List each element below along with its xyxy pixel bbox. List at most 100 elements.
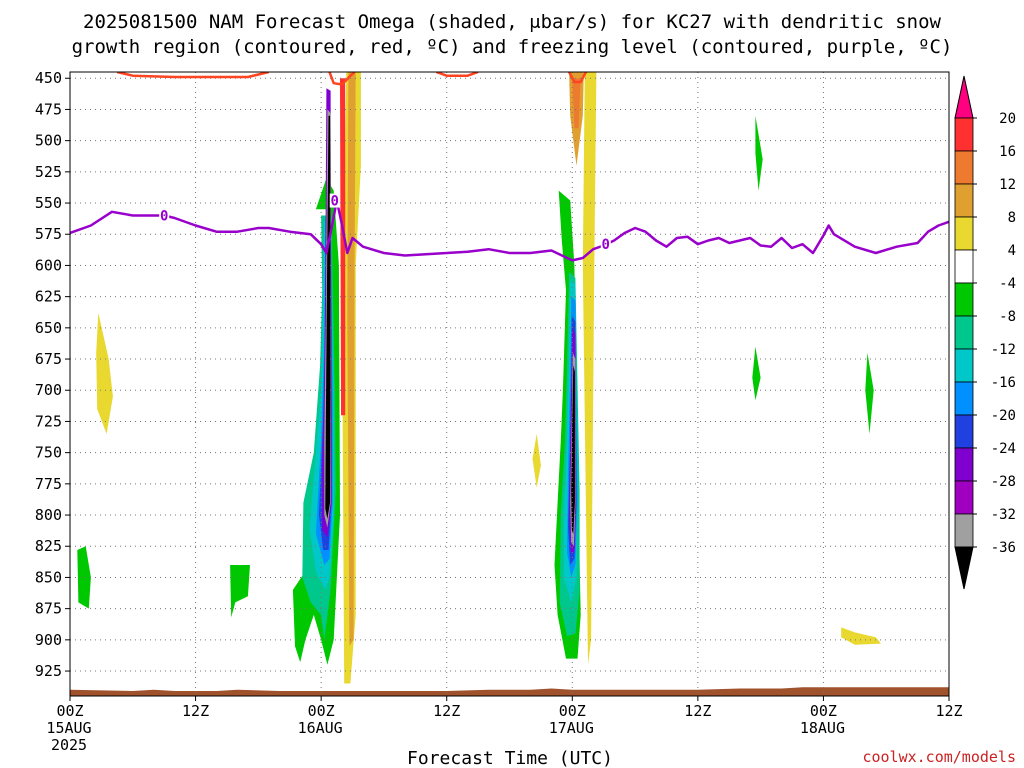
freezing-level-label: 0: [602, 237, 610, 253]
omega-region-10: [230, 565, 250, 618]
omega-region-11: [755, 115, 763, 191]
x-tick-label: 00Z: [810, 702, 837, 720]
omega-region-9: [77, 546, 91, 609]
y-tick-label: 800: [35, 506, 62, 524]
y-tick-label: 700: [35, 381, 62, 399]
omega-region-12: [752, 346, 761, 401]
colorbar-swatch: [954, 183, 974, 218]
omega-region-0: [96, 312, 113, 434]
colorbar-label: -12: [991, 342, 1016, 358]
colorbar-swatch: [954, 381, 974, 416]
colorbar-label: -24: [991, 441, 1016, 457]
colorbar-label: -8: [999, 309, 1016, 325]
omega-region-13: [865, 352, 874, 434]
colorbar-label: -16: [991, 375, 1016, 391]
dgz-contour-3: [567, 72, 588, 84]
omega-region-8: [572, 78, 581, 129]
omega-region-4: [841, 627, 881, 645]
x-tick-label: 00Z: [308, 702, 335, 720]
credit-link[interactable]: coolwx.com/models: [862, 748, 1016, 766]
x-tick-label: 12Z: [433, 702, 460, 720]
omega-region-3: [532, 433, 541, 488]
colorbar-swatch: [954, 150, 974, 185]
colorbar-swatch: [954, 447, 974, 482]
y-tick-label: 750: [35, 444, 62, 462]
x-tick-label: 18AUG: [800, 719, 845, 737]
colorbar-label: -32: [991, 507, 1016, 523]
colorbar-label: 16: [999, 144, 1016, 160]
freezing-label-bg: [159, 208, 170, 223]
chart-title-line-2: growth region (contoured, red, ºC) and f…: [72, 36, 953, 58]
colorbar-swatch: [954, 348, 974, 383]
colorbar-label: 4: [1008, 243, 1016, 259]
omega-shading: [77, 72, 881, 684]
plot-grid: [69, 72, 950, 696]
y-tick-label: 875: [35, 600, 62, 618]
colorbar-label: 20: [999, 111, 1016, 127]
omega-region-28: [325, 115, 331, 519]
colorbar-swatch: [954, 480, 974, 515]
colorbar-bottom-arrow: [954, 546, 974, 590]
colorbar-top-arrow: [954, 75, 974, 119]
plot-frame: [69, 71, 950, 697]
freezing-level-label: 0: [160, 209, 168, 225]
y-tick-label: 825: [35, 537, 62, 555]
x-tick-label: 12Z: [935, 702, 962, 720]
y-tick-label: 500: [35, 132, 62, 150]
omega-region-5: [347, 72, 356, 647]
y-tick-label: 650: [35, 319, 62, 337]
colorbar-swatch: [954, 282, 974, 317]
x-tick-label: 12Z: [182, 702, 209, 720]
y-tick-label: 625: [35, 288, 62, 306]
y-tick-label: 925: [35, 662, 62, 680]
omega-region-7: [340, 78, 346, 416]
x-tick-label: 15AUG: [46, 719, 91, 737]
y-tick-label: 725: [35, 412, 62, 430]
y-tick-label: 450: [35, 69, 62, 87]
colorbar-label: -28: [991, 474, 1016, 490]
omega-region-29: [571, 365, 575, 534]
terrain-fill: [70, 687, 949, 696]
colorbar: 20 16 12 8 4 -4 -8 -12 -16 -20 -24 -28 -32 -36: [954, 75, 1016, 590]
freezing-label-bg: [329, 193, 340, 208]
colorbar-swatch: [954, 414, 974, 449]
colorbar-label: -36: [991, 540, 1016, 556]
colorbar-label: 12: [999, 177, 1016, 193]
freezing-level-label: 0: [331, 194, 339, 210]
y-tick-label: 575: [35, 225, 62, 243]
contours: 0 0 0: [70, 72, 949, 262]
y-tick-label: 475: [35, 100, 62, 118]
freezing-label-bg: [600, 237, 611, 252]
y-tick-label: 550: [35, 194, 62, 212]
x-axis-label: Forecast Time (UTC): [407, 748, 613, 768]
colorbar-swatch: [954, 513, 974, 548]
colorbar-label: 8: [1008, 210, 1016, 226]
colorbar-label: -20: [991, 408, 1016, 424]
omega-region-14: [292, 178, 340, 665]
x-tick-label: 17AUG: [549, 719, 594, 737]
dgz-contour-0: [116, 72, 270, 79]
chart-title-line-1: 2025081500 NAM Forecast Omega (shaded, μ…: [83, 11, 941, 33]
y-tick-label: 525: [35, 163, 62, 181]
freezing-level-line: [70, 199, 949, 262]
x-tick-label: 16AUG: [298, 719, 343, 737]
y-tick-label: 775: [35, 475, 62, 493]
colorbar-swatch: [954, 216, 974, 251]
x-tick-label: 12Z: [684, 702, 711, 720]
y-tick-label: 675: [35, 350, 62, 368]
colorbar-swatch: [954, 315, 974, 350]
y-axis-ticks: 450 475 500 525 550 575 600 625 650 675 700 725 750 7…: [35, 69, 70, 680]
y-tick-label: 600: [35, 256, 62, 274]
dgz-contour-2: [435, 72, 479, 77]
colorbar-swatch: [954, 249, 974, 284]
colorbar-swatch: [954, 117, 974, 152]
y-tick-label: 850: [35, 568, 62, 586]
terrain: [70, 687, 949, 696]
colorbar-label: -4: [999, 276, 1016, 292]
x-tick-label: 2025: [51, 736, 87, 754]
y-tick-label: 900: [35, 631, 62, 649]
dgz-contour-1: [328, 72, 356, 86]
x-tick-label: 00Z: [56, 702, 83, 720]
omega-region-2: [582, 72, 597, 665]
